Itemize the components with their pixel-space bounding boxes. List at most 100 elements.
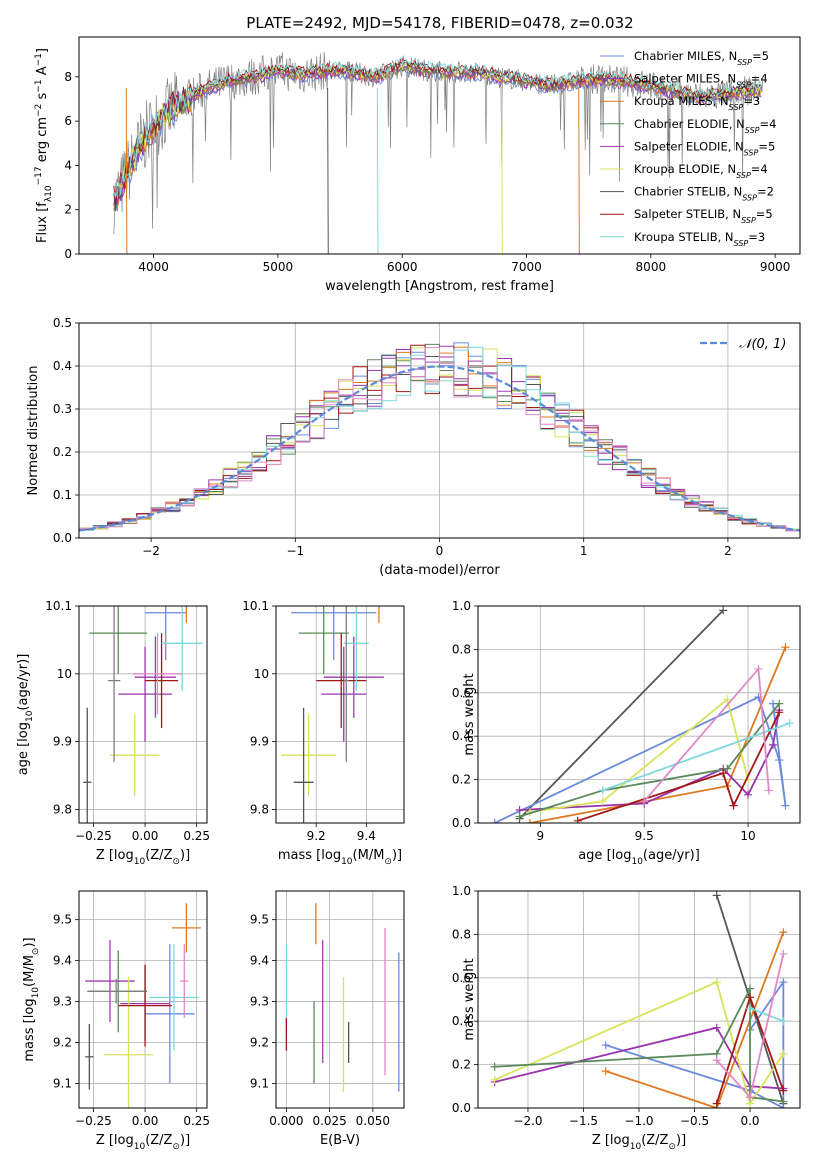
panel-age_vs_Z: −0.25 0.00 0.25 9.8 9.9 10 10.1 Z [log10(Z/Z⊙)]… [16, 599, 210, 867]
plot-area [490, 606, 794, 823]
masked-line [578, 87, 580, 254]
legend-label: Chabrier MILES, NSSP=5 [634, 49, 769, 67]
x-tick-label: 0.000 [269, 1114, 303, 1128]
error-bar [85, 940, 135, 1023]
error-bar [171, 903, 201, 953]
model-spectrum [113, 56, 762, 199]
y-axis-label: mass [log10(M/M⊙)] [22, 937, 41, 1061]
y-tick-label: 0.0 [452, 1101, 471, 1115]
residual-histogram [79, 347, 800, 532]
axes-frame [477, 890, 801, 1109]
y-tick-label: 0.6 [452, 686, 471, 700]
x-axis-label: wavelength [Angstrom, rest frame] [325, 279, 554, 294]
weight-marker [768, 740, 777, 749]
error-bar [378, 606, 380, 623]
y-tick-label: 9.8 [250, 802, 269, 816]
x-tick-label: 9.5 [635, 829, 654, 843]
weight-marker [775, 708, 784, 717]
y-axis-label: Flux [fλ10−17 erg cm−2 s−1 A−1] [34, 48, 54, 243]
weight-line [643, 666, 770, 802]
legend-label: Salpeter STELIB, NSSP=5 [634, 207, 773, 225]
panel-mass_vs_Z: −0.25 0.00 0.25 9.1 9.2 9.3 9.4 9.5 Z [log10(Z/Z… [22, 890, 210, 1152]
y-tick-label: 1.0 [452, 599, 471, 613]
y-tick-label: 0.8 [452, 927, 471, 941]
error-bar [343, 606, 369, 691]
weight-marker [515, 812, 524, 821]
error-bar [298, 606, 349, 674]
weight-marker [779, 928, 788, 937]
error-bar [85, 1024, 94, 1090]
weight-marker [573, 816, 582, 823]
error-bar [87, 979, 146, 1004]
y-tick-label: 0.0 [452, 816, 471, 830]
weight-marker [764, 786, 773, 795]
weight-marker [746, 984, 755, 993]
weight-line [602, 722, 790, 792]
y-axis-label: age [log10(age/yr)] [16, 654, 35, 776]
x-tick-label: 9.4 [357, 829, 376, 843]
y-axis-label: mass weight [462, 958, 477, 1040]
x-tick-label: 0.25 [183, 829, 210, 843]
model-spectrum [113, 62, 762, 212]
weight-marker [525, 819, 534, 823]
y-axis-label: Normed distribution [26, 366, 41, 496]
y-tick-label: 0.4 [452, 1014, 471, 1028]
x-tick-label: 6000 [387, 260, 418, 274]
x-tick-label: 0.00 [132, 1114, 159, 1128]
x-axis-label: (data-model)/error [379, 563, 500, 578]
weight-marker [744, 790, 753, 799]
weight-marker [779, 978, 788, 987]
weight-marker [785, 719, 794, 728]
panel-mass_vs_EBV: 0.000 0.025 0.050 9.1 9.2 9.3 9.4 9.5 E(B-V) [250, 890, 405, 1148]
plot-area [85, 903, 201, 1108]
x-tick-label: 4000 [138, 260, 169, 274]
error-bar [103, 976, 154, 1108]
weight-marker [712, 1056, 721, 1065]
error-bar [291, 606, 377, 661]
legend-label: Kroupa MILES, NSSP=3 [634, 94, 760, 112]
weight-marker [719, 769, 728, 778]
x-axis-label: Z [log10(Z/Z⊙)] [96, 848, 190, 867]
error-bar [343, 606, 349, 762]
y-tick-label: 0.3 [53, 402, 72, 416]
plot-area [285, 903, 400, 1092]
y-tick-label: 0.4 [53, 359, 72, 373]
axes-frame [78, 322, 801, 539]
error-bar [145, 944, 195, 1084]
error-bar [145, 633, 179, 729]
x-axis-label: E(B-V) [320, 1133, 360, 1148]
y-tick-label: 9.1 [250, 1076, 269, 1090]
error-bar [132, 633, 183, 715]
weight-marker [719, 606, 728, 615]
panel-residuals: −2 −1 0 1 2 0.0 0.1 0.2 0.3 0.4 0.5 (data-model)/er… [26, 316, 801, 578]
y-tick-label: 9.4 [250, 954, 269, 968]
legend-label: Chabrier ELODIE, NSSP=4 [634, 117, 776, 135]
x-tick-label: −2.0 [513, 1114, 542, 1128]
error-bar [118, 964, 172, 1047]
legend-label: 𝒩(0, 1) [739, 337, 786, 352]
error-bar [281, 714, 337, 796]
error-bar [145, 606, 187, 661]
error-bar [149, 944, 199, 1051]
weight-line [494, 980, 785, 1106]
error-bar [134, 636, 177, 718]
error-bar [316, 633, 367, 729]
weight-marker [779, 1049, 788, 1058]
weight-marker [775, 756, 784, 765]
weight-marker [779, 1097, 788, 1106]
y-tick-label: 10 [57, 667, 72, 681]
plot-area [113, 51, 764, 254]
x-tick-label: 1 [580, 544, 588, 558]
axes-frame [275, 890, 405, 1109]
x-tick-label: 8000 [636, 260, 667, 274]
x-tick-label: −0.25 [75, 1114, 112, 1128]
y-tick-label: 8 [64, 70, 72, 84]
y-tick-label: 9.9 [250, 735, 269, 749]
weight-marker [754, 664, 763, 673]
legend-label: Salpeter ELODIE, NSSP=5 [634, 139, 775, 157]
weight-marker [729, 801, 738, 810]
plot-area [281, 606, 384, 823]
x-tick-label: 9.2 [307, 829, 326, 843]
y-tick-label: 0.4 [452, 729, 471, 743]
